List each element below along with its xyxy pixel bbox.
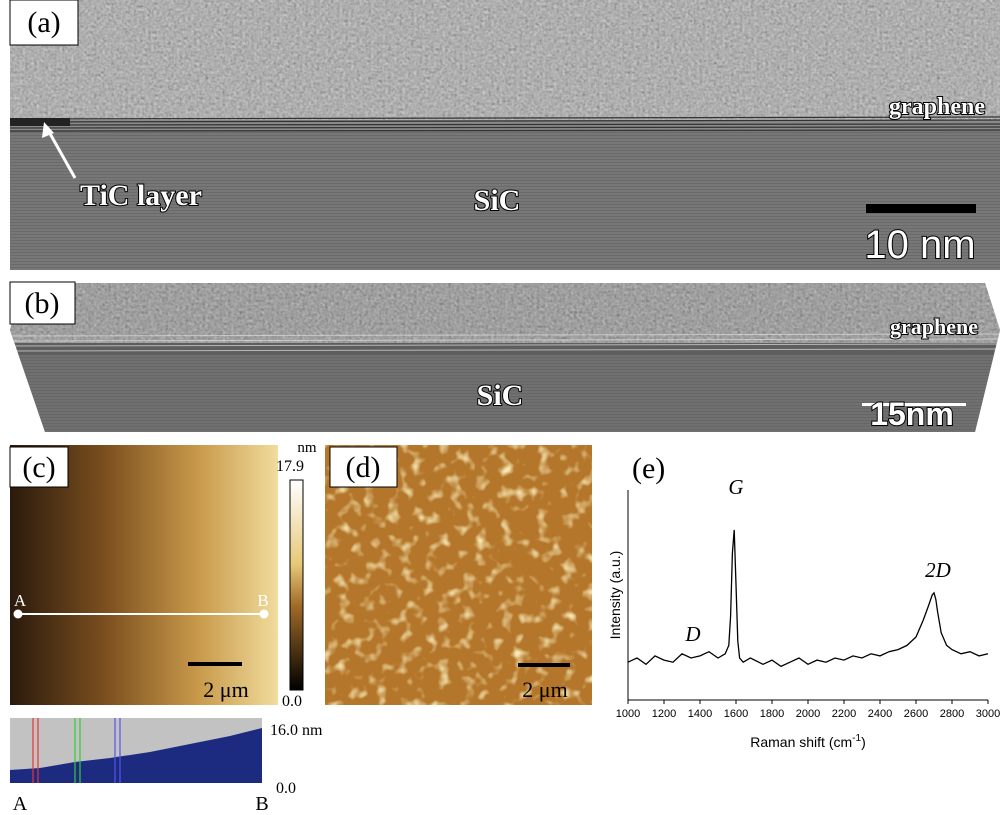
scale-bar: [518, 663, 570, 667]
colorbar-max: 17.9: [276, 458, 304, 475]
x-tick-label: 1000: [616, 708, 640, 720]
x-label-sup: -1: [852, 733, 861, 744]
x-label-end: ): [861, 734, 866, 750]
sic-lattice: [10, 130, 1000, 270]
point-label: A: [13, 793, 28, 815]
panel-c: (c) A B 2 μm nm 17.9 0.0 16.0 nm 0.0 A B: [9, 440, 323, 815]
line-end: [13, 609, 23, 619]
x-tick-label: 2200: [832, 708, 856, 720]
panel-b: (b) graphene SiC 15nm: [9, 281, 1000, 433]
y-axis-title: Intensity (a.u.): [607, 551, 623, 640]
colorbar: [289, 479, 304, 691]
spectrum: [627, 529, 989, 668]
peak-label: 2D: [925, 558, 951, 582]
scale-label: 15nm: [870, 396, 954, 432]
label-box: [9, 446, 69, 488]
x-tick-label: 2400: [868, 708, 892, 720]
point-label: B: [255, 793, 268, 815]
tic-layer: [10, 118, 70, 126]
x-axis-title: Raman shift (cm-1): [750, 733, 866, 750]
scale-bar: [866, 204, 976, 213]
x-tick-label: 2000: [796, 708, 820, 720]
point-label: B: [257, 591, 268, 610]
profile-max: 16.0 nm: [270, 722, 323, 739]
panel-d: (d) 2 μm: [325, 445, 592, 705]
annotation: TiC layer: [80, 179, 202, 212]
x-tick-label: 3000: [976, 708, 1000, 720]
profile-markers: [32, 718, 121, 783]
label-box: [329, 446, 398, 488]
sic-lattice: [10, 355, 1000, 432]
x-tick-label: 1600: [724, 708, 748, 720]
point-label: A: [14, 591, 27, 610]
scale-bar: [188, 662, 242, 666]
panel-label: (b): [25, 287, 60, 320]
colorbar-min: 0.0: [282, 693, 302, 710]
graphene-layers: [9, 116, 1001, 132]
profile-min: 0.0: [276, 780, 296, 797]
line-end: [259, 609, 269, 619]
amorphous-region: [10, 0, 1000, 120]
panel-label: (c): [22, 451, 55, 484]
x-tick-label: 1400: [688, 708, 712, 720]
panel-label: (a): [27, 6, 60, 39]
graphene-layers: [10, 333, 1000, 352]
panel-label: (d): [346, 451, 381, 484]
x-tick-label: 1800: [760, 708, 784, 720]
x-tick-label: 2800: [940, 708, 964, 720]
arrow: [46, 129, 77, 179]
annotation: graphene: [889, 94, 985, 120]
afm-texture: [325, 445, 592, 705]
scale-label: 2 μm: [522, 677, 567, 702]
label-box: [9, 0, 79, 46]
annotation: SiC: [477, 379, 524, 412]
peak-label: D: [684, 622, 700, 646]
annotation: SiC: [474, 184, 521, 217]
amorphous-region: [10, 283, 1000, 343]
panel-a: (a) graphene TiC layer SiC 10 nm: [9, 0, 1001, 270]
annotation: graphene: [890, 314, 978, 339]
afm-image: [10, 445, 278, 705]
profile-area: [10, 728, 262, 783]
arrow-head: [42, 122, 54, 138]
panel-label: (e): [632, 452, 665, 485]
colorbar-unit: nm: [297, 440, 317, 456]
label-box: [9, 281, 76, 325]
panel-e: (e) Raman shift (cm-1) Intensity (a.u.) …: [607, 452, 1000, 750]
x-label: Raman shift (cm: [750, 734, 852, 750]
scale-label: 10 nm: [864, 223, 975, 267]
x-tick-label: 2600: [904, 708, 928, 720]
peak-label: G: [728, 475, 743, 499]
scale-label: 2 μm: [203, 677, 248, 702]
x-tick-label: 1200: [652, 708, 676, 720]
scale-bar: [862, 403, 966, 406]
